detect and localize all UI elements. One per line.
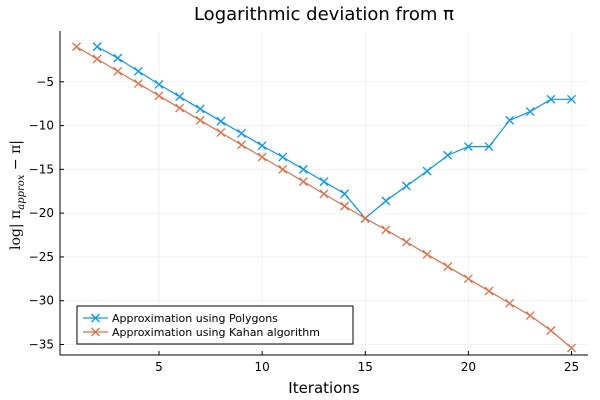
series-1-point [237, 128, 246, 138]
x-tick-label: 15 [358, 360, 373, 374]
series-1-line [96, 46, 572, 220]
series-1-point [567, 94, 576, 104]
y-tick-label: −20 [29, 206, 54, 220]
series-2-point [237, 140, 246, 150]
y-axis-label-suffix: − π| [8, 140, 24, 175]
series-1 [92, 42, 576, 223]
series-1-point [278, 152, 288, 162]
legend-box [76, 305, 354, 345]
x-tick-label: 10 [254, 360, 269, 374]
series-2-point [72, 42, 81, 52]
series-1-point [422, 166, 432, 176]
series-1-point [257, 141, 267, 151]
series-1-point [505, 115, 515, 125]
series-2-point [525, 311, 535, 321]
series-1-point [113, 53, 123, 63]
series-2-line [76, 46, 572, 349]
series-2-point [463, 274, 473, 284]
series-1-point [319, 177, 329, 187]
series-2-point [133, 79, 143, 89]
series-2-point [278, 164, 288, 174]
x-tick-label: 20 [461, 360, 476, 374]
series-1-point [154, 79, 164, 89]
series-1-point [484, 142, 494, 152]
series-2-point [92, 54, 102, 64]
series-2-point [113, 66, 123, 76]
series-2-point [340, 201, 350, 211]
legend-marker-2 [91, 327, 100, 337]
y-tick-label: −25 [29, 250, 54, 264]
series-1-point [340, 189, 350, 199]
series-1-point [546, 94, 556, 104]
series-2-point [546, 326, 556, 335]
series-2-point [216, 128, 226, 138]
x-tick-label: 25 [564, 360, 579, 374]
series-2-point [422, 249, 432, 259]
legend-label-1: Approximation using Polygons [112, 312, 278, 325]
series-2-point [381, 225, 391, 235]
series-2-point [257, 152, 267, 162]
series-2-point [195, 115, 205, 125]
series-2-point [319, 189, 329, 199]
x-axis-label: Iterations [288, 379, 360, 397]
x-axis-ticks: 5 10 15 20 25 [155, 351, 579, 374]
series-1-point [443, 150, 453, 160]
series-1-point [133, 66, 143, 76]
series-1-point [463, 142, 473, 152]
series-1-point [381, 196, 391, 206]
series-2-point [505, 298, 515, 308]
series-1-point [195, 104, 205, 114]
legend-label-2: Approximation using Kahan algorithm [112, 326, 320, 339]
y-tick-label: −30 [29, 294, 54, 308]
series-2-point [298, 177, 308, 187]
series-2-point [360, 213, 370, 223]
y-tick-label: −10 [29, 119, 54, 133]
y-axis-ticks: −5 −10 −15 −20 −25 −30 −35 [29, 75, 64, 351]
x-tick-label: 5 [155, 360, 163, 374]
series-2-point [484, 286, 494, 296]
legend-marker-1 [91, 313, 100, 323]
series-2 [72, 42, 576, 353]
legend: Approximation using PolygonsApproximatio… [76, 305, 354, 345]
y-tick-label: −5 [36, 75, 54, 89]
y-axis-label: log| πapprox − π| [8, 140, 27, 250]
series-2-point [154, 91, 164, 101]
series-1-point [402, 181, 411, 191]
series-1-point [525, 107, 535, 117]
series-layer [72, 42, 576, 353]
series-1-point [92, 42, 102, 52]
series-2-point [175, 103, 185, 113]
series-2-point [443, 262, 453, 272]
y-tick-label: −35 [29, 337, 54, 351]
y-tick-label: −15 [29, 162, 54, 176]
series-1-point [175, 92, 185, 102]
y-axis-label-prefix: log| π [8, 210, 24, 250]
series-2-point [567, 343, 576, 353]
series-1-point [298, 164, 308, 174]
chart-title: Logarithmic deviation from π [194, 4, 454, 25]
y-axis-label-subscript: approx [16, 174, 27, 210]
series-2-point [402, 237, 411, 247]
series-1-point [216, 116, 226, 126]
